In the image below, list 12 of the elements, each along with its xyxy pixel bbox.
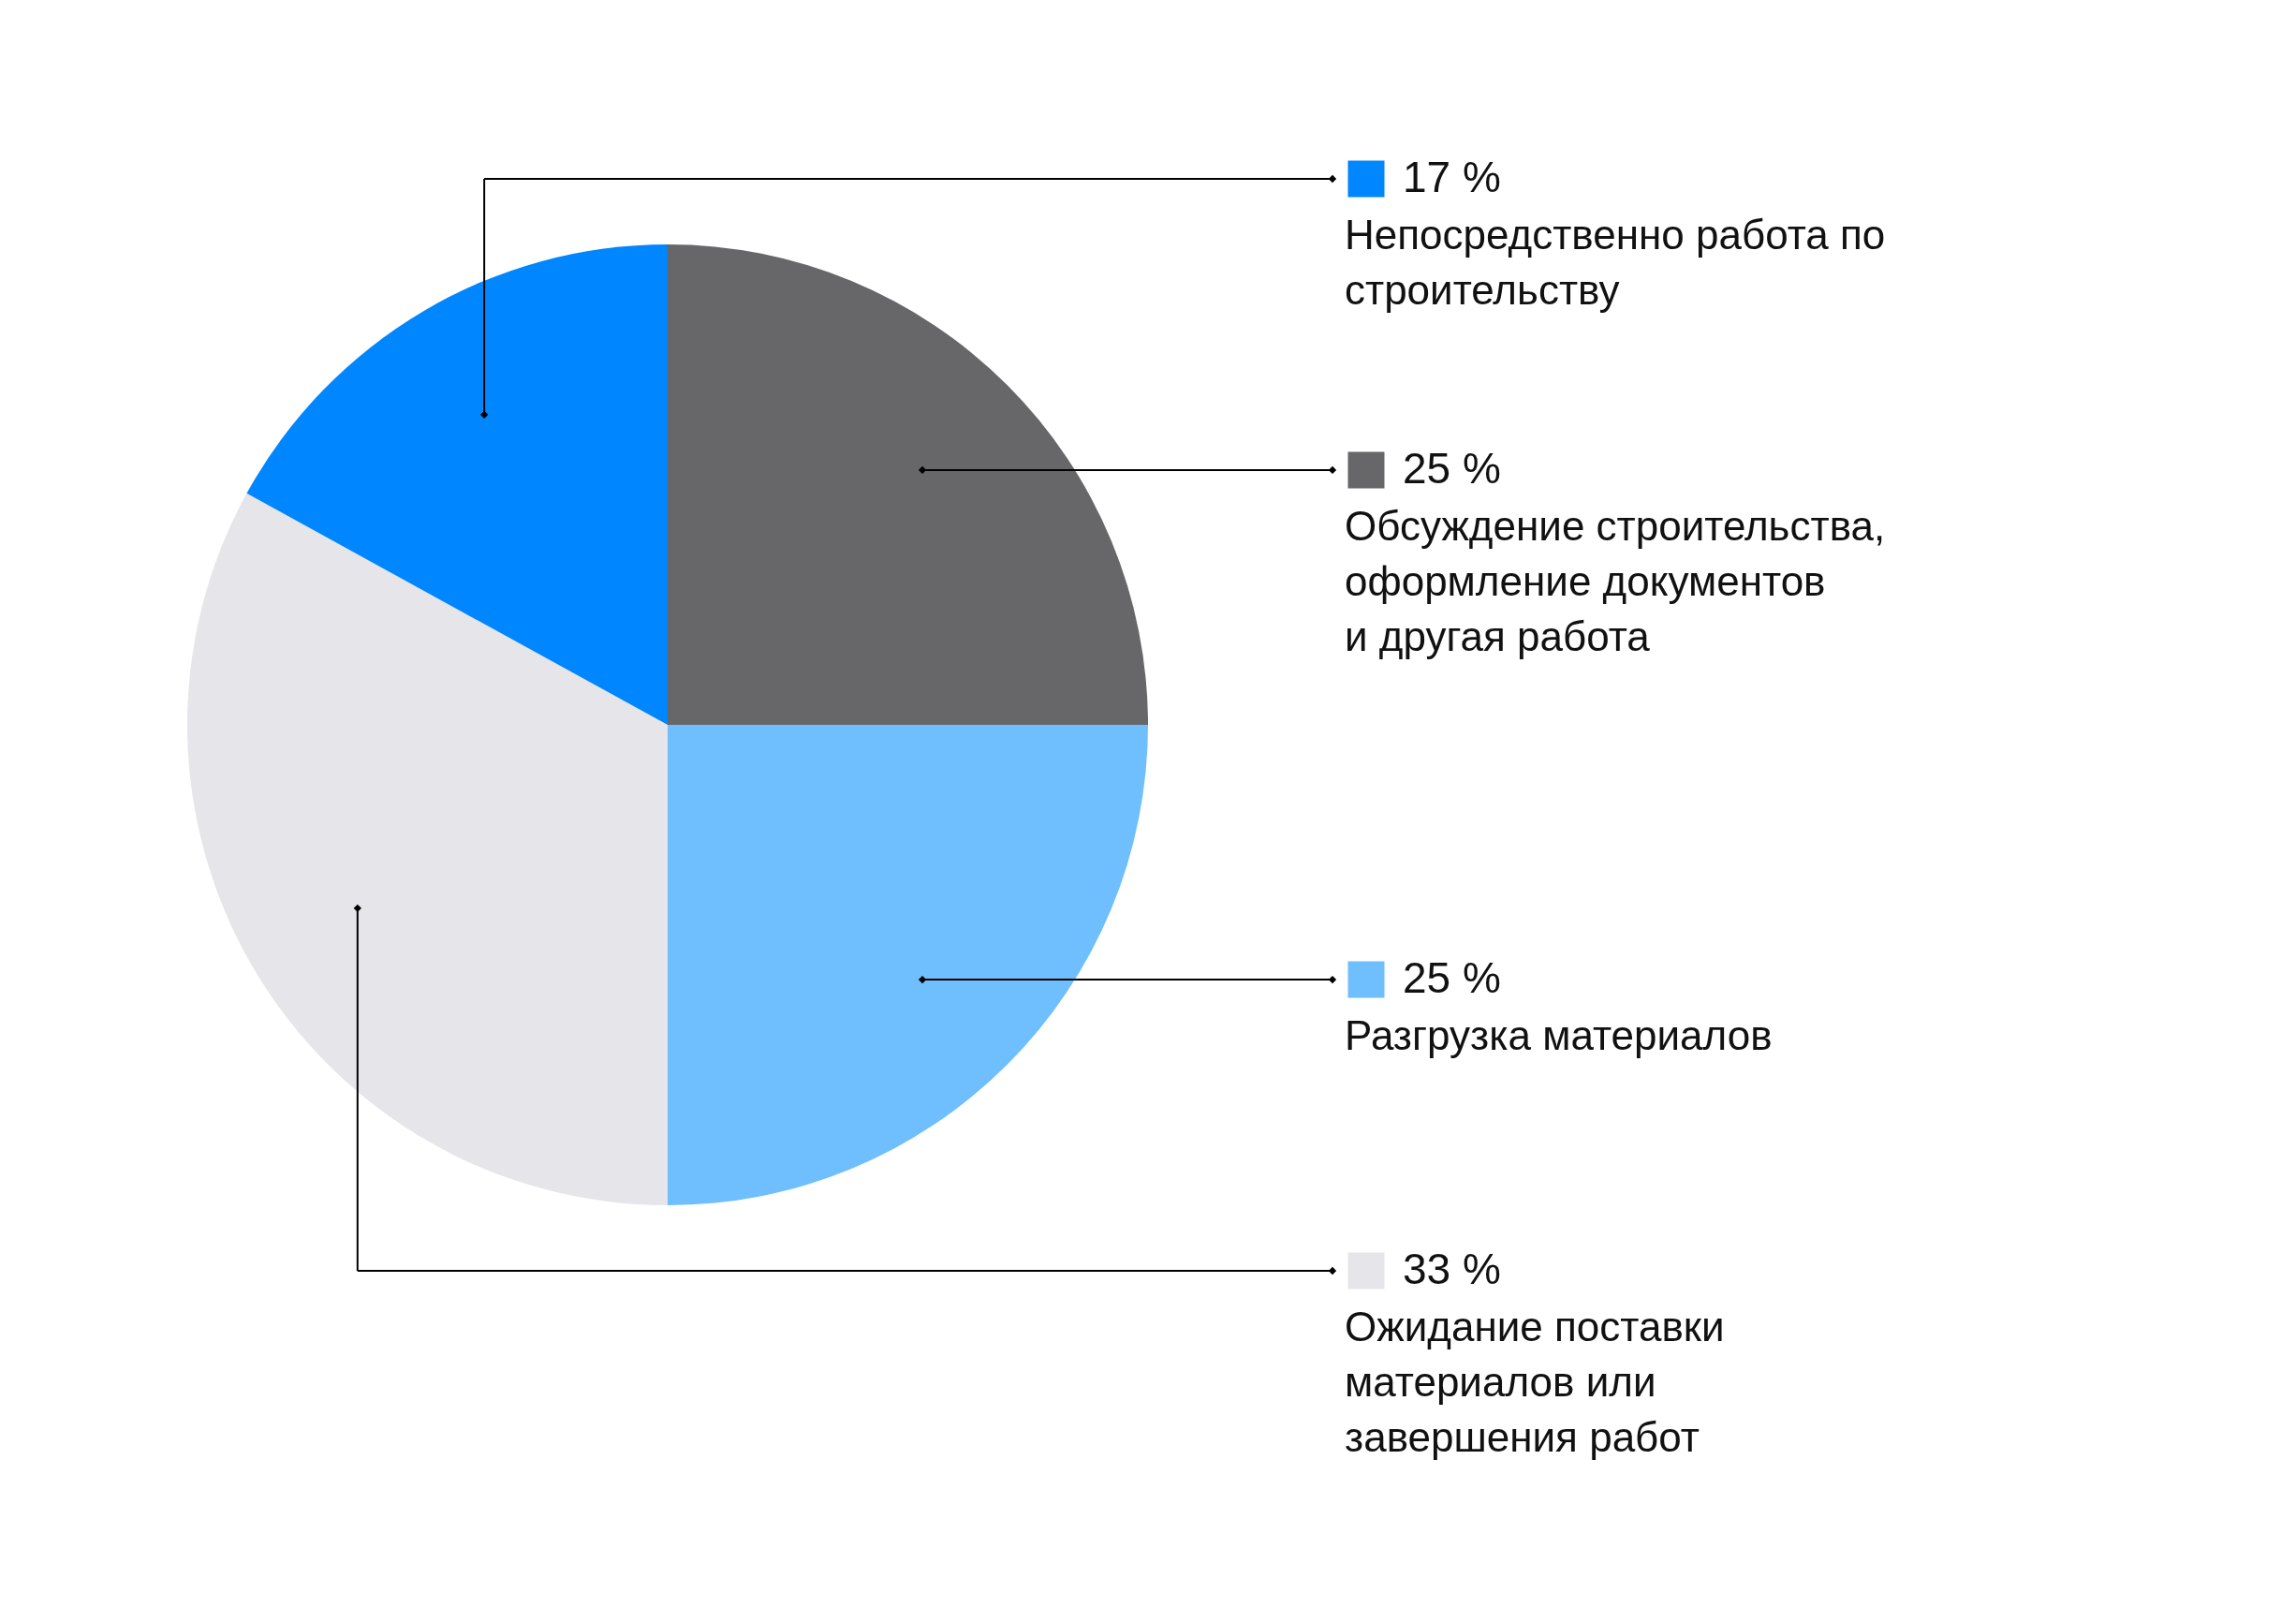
- legend-label: Обсуждение строительства, оформление документов и другая работа: [1345, 502, 1886, 659]
- pie-slice: [668, 725, 1148, 1205]
- data-label: 17 %: [1403, 153, 1501, 201]
- legend-label: Ожидание поставки материалов или завершения работ: [1345, 1304, 1725, 1460]
- pie-slice: [668, 244, 1148, 725]
- legend-label: Непосредственно работа по строительству: [1345, 212, 1886, 313]
- data-label: 33 %: [1403, 1245, 1501, 1293]
- pie-slice: [246, 244, 668, 725]
- legend-label: Разгрузка материалов: [1345, 1012, 1773, 1059]
- data-label: 25 %: [1403, 443, 1501, 493]
- data-label: 25 %: [1403, 953, 1501, 1003]
- pie-slice: [187, 493, 668, 1205]
